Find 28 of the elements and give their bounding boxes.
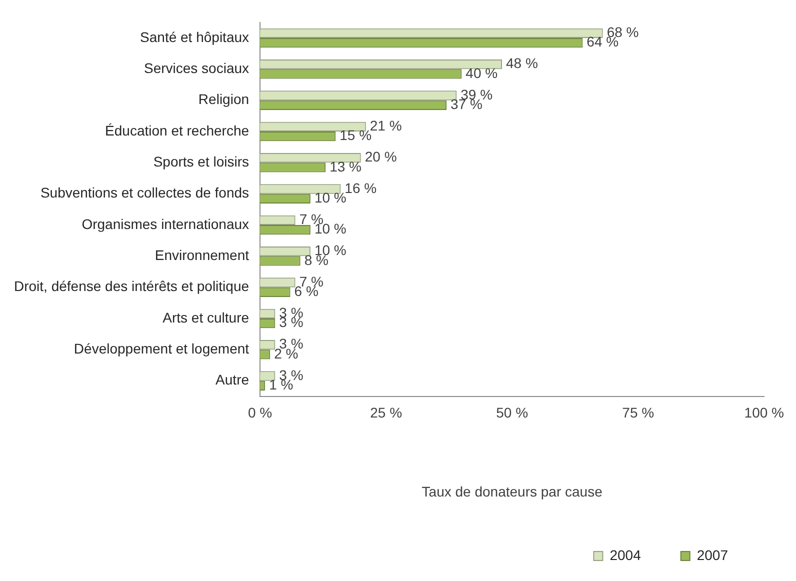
legend-label: 2007 [696,546,728,563]
x-tick-label: 100 % [744,404,784,421]
data-label: 48 % [506,55,538,72]
y-tick-label: Religion [198,91,250,108]
data-label: 16 % [344,180,377,196]
x-tick-label: 75 % [622,404,654,421]
data-label: 20 % [364,148,397,165]
y-tick-label: Éducation et recherche [105,122,250,138]
data-label: 10 % [314,190,346,206]
data-label: 15 % [340,127,372,144]
y-tick-label: Développement et logement [74,340,250,357]
x-tick-label: 50 % [496,404,528,421]
y-tick-label: Droit, défense des intérêts et politique [14,278,250,294]
x-tick-label: 25 % [370,404,402,421]
y-tick-label: Autre [216,372,250,388]
data-label: 13 % [330,158,362,174]
legend-label: 2004 [610,546,642,563]
y-tick-label: Services sociaux [144,60,250,76]
y-tick-label: Environnement [154,247,250,264]
x-tick-label: 0 % [248,404,272,421]
x-axis-title: Taux de donateurs par cause [422,483,603,500]
y-tick-label: Organismes internationaux [82,216,250,232]
y-tick-label: Santé et hôpitaux [140,28,250,45]
y-tick-label: Arts et culture [162,309,250,326]
y-tick-label: Sports et loisirs [153,154,250,170]
data-label: 21 % [370,118,402,134]
y-tick-label: Subventions et collectes de fonds [40,184,250,201]
data-label: 40 % [466,64,498,81]
